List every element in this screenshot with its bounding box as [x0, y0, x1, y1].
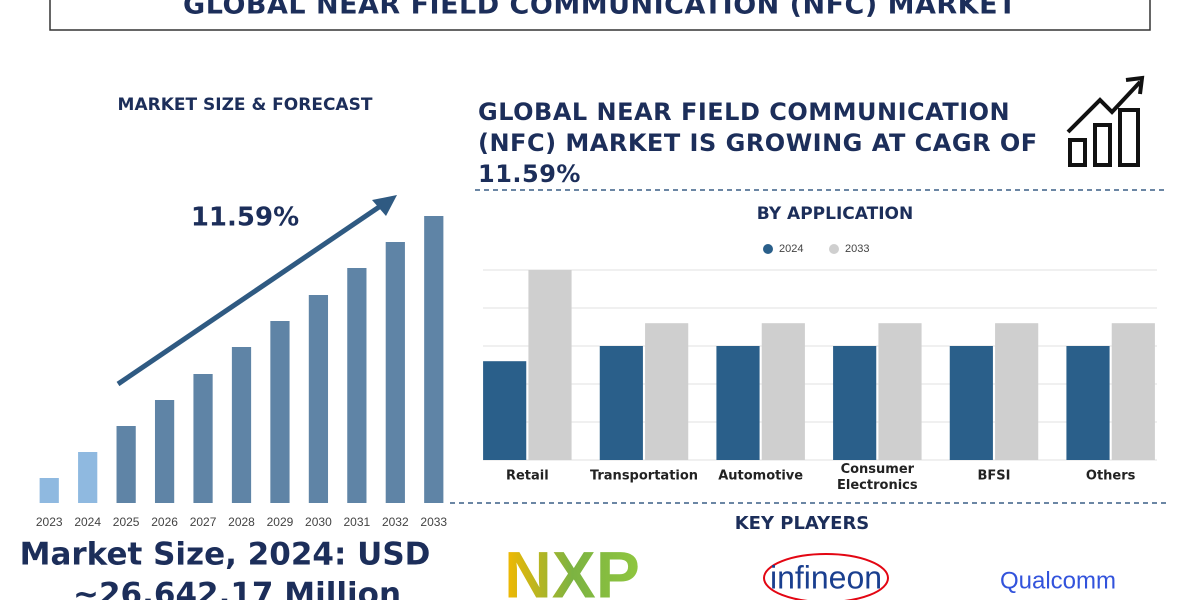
- section-title: KEY PLAYERS: [735, 513, 870, 534]
- trend-arrow: [116, 200, 387, 387]
- bar: [39, 478, 59, 503]
- bar: [995, 323, 1039, 460]
- market-size: ~26,642.17 Million: [73, 577, 401, 600]
- bar: [270, 321, 290, 503]
- logo: infineon: [770, 559, 882, 595]
- x-tick-label: Consumer Electronics: [837, 462, 918, 493]
- bar: [949, 346, 993, 460]
- page-title: GLOBAL NEAR FIELD COMMUNICATION (NFC) MA…: [183, 0, 1017, 21]
- bar: [878, 323, 922, 460]
- bar: [599, 346, 643, 460]
- x-tick-label: 2025: [113, 515, 140, 529]
- x-tick-label: 2031: [344, 515, 371, 529]
- bar: [193, 374, 213, 503]
- x-tick-label: 2026: [151, 515, 178, 529]
- market-size: Market Size, 2024: USD: [20, 537, 431, 573]
- legend-swatch: [829, 244, 839, 254]
- x-tick-label: Automotive: [718, 469, 803, 484]
- x-tick-label: 2024: [74, 515, 101, 529]
- x-tick-label: BFSI: [978, 469, 1011, 484]
- bar: [833, 346, 877, 460]
- title-box: [49, 0, 1151, 31]
- x-tick-label: 2030: [305, 515, 332, 529]
- bar: [308, 295, 329, 503]
- x-tick-label: 2028: [228, 515, 255, 529]
- chart-title: MARKET SIZE & FORECAST: [118, 95, 373, 115]
- bar: [528, 270, 572, 460]
- chart-title: BY APPLICATION: [757, 204, 913, 224]
- x-tick-label: Others: [1086, 469, 1136, 484]
- x-tick-label: 2033: [420, 515, 447, 529]
- annotation: 11.59%: [191, 203, 299, 233]
- bar: [231, 347, 252, 503]
- logo-swoosh: [763, 553, 889, 600]
- logo: NXP: [504, 537, 640, 600]
- x-tick-label: 2032: [382, 515, 409, 529]
- x-tick-label: 2023: [36, 515, 63, 529]
- bar: [385, 242, 405, 503]
- bar: [1111, 323, 1155, 460]
- bar: [116, 426, 136, 503]
- growth-icon: [1066, 75, 1145, 167]
- logo: Qualcomm: [1000, 567, 1116, 594]
- arrow-head: [372, 195, 397, 216]
- legend-label: 2033: [845, 243, 869, 255]
- bar: [483, 361, 527, 460]
- headline: 11.59%: [478, 160, 581, 188]
- legend-label: 2024: [779, 243, 803, 255]
- headline: (NFC) MARKET IS GROWING AT CAGR OF: [478, 129, 1038, 157]
- bar: [347, 268, 367, 503]
- bar: [154, 400, 175, 503]
- legend-swatch: [763, 244, 773, 254]
- x-tick-label: 2029: [267, 515, 294, 529]
- x-tick-label: Retail: [506, 469, 549, 484]
- headline: GLOBAL NEAR FIELD COMMUNICATION: [478, 98, 1010, 126]
- bar: [424, 216, 444, 503]
- bar: [1066, 346, 1110, 460]
- bar: [78, 452, 98, 503]
- bar: [716, 346, 760, 460]
- x-tick-label: Transportation: [590, 469, 698, 484]
- x-tick-label: 2027: [190, 515, 217, 529]
- bar: [761, 323, 805, 460]
- bar: [645, 323, 689, 460]
